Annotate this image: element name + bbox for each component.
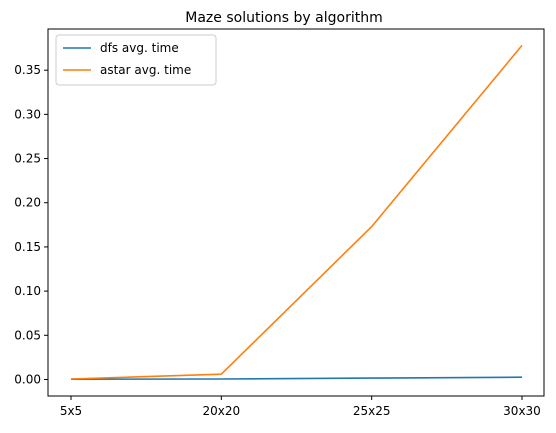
- y-tick-label: 0.35: [14, 63, 41, 77]
- y-tick-label: 0.15: [14, 240, 41, 254]
- y-tick-label: 0.25: [14, 152, 41, 166]
- plot-area: [47, 28, 545, 397]
- x-tick-label: 25x25: [353, 404, 391, 418]
- legend-label-dfs: dfs avg. time: [100, 41, 179, 55]
- y-tick-label: 0.00: [14, 372, 41, 386]
- x-tick-label: 30x30: [503, 404, 541, 418]
- y-tick-label: 0.10: [14, 284, 41, 298]
- chart-title: Maze solutions by algorithm: [185, 10, 382, 26]
- y-tick-label: 0.20: [14, 196, 41, 210]
- legend: dfs avg. time astar avg. time: [55, 34, 217, 86]
- x-axis: 5x5 20x20 25x25 30x30: [60, 396, 541, 418]
- legend-box: [55, 34, 217, 86]
- y-axis: 0.00 0.05 0.10 0.15 0.20 0.25 0.30 0.35: [14, 63, 48, 386]
- y-tick-label: 0.05: [14, 328, 41, 342]
- series-layer: [70, 44, 523, 381]
- series-line-dfs: [70, 376, 523, 381]
- legend-label-astar: astar avg. time: [100, 63, 191, 77]
- x-tick-label: 20x20: [203, 404, 241, 418]
- y-tick-label: 0.30: [14, 107, 41, 121]
- x-tick-label: 5x5: [60, 404, 82, 418]
- series-line-astar: [70, 44, 523, 380]
